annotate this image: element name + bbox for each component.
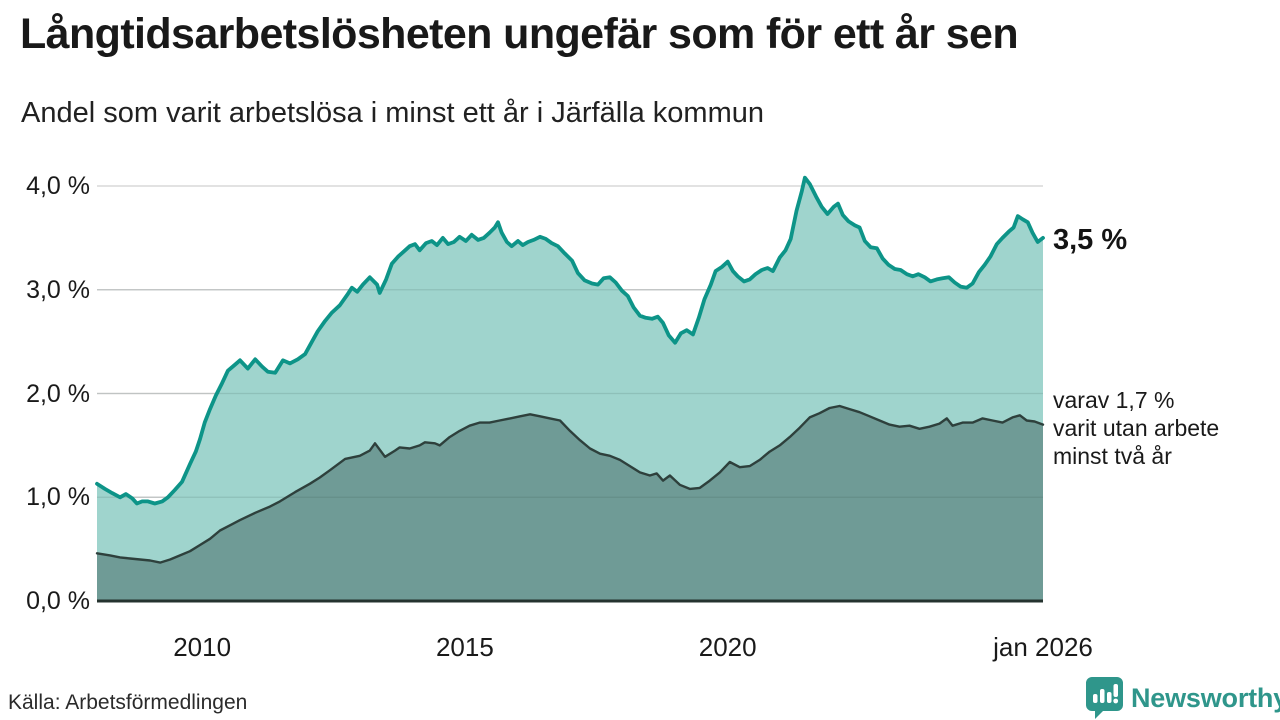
source-attribution: Källa: Arbetsförmedlingen	[8, 691, 248, 714]
logo-wordmark: Newsworthy	[1131, 682, 1280, 713]
secondary-value-line-1: varav 1,7 %	[1053, 387, 1175, 413]
y-axis-tick-0: 0,0 %	[26, 587, 90, 615]
y-axis-tick-3: 3,0 %	[26, 275, 90, 304]
secondary-value-label: varav 1,7 % varit utan arbete minst två …	[1053, 386, 1219, 470]
page-title: Långtidsarbetslösheten ungefär som för e…	[20, 10, 1019, 58]
x-axis-tick-jan-2026: jan 2026	[993, 632, 1093, 662]
latest-value-label: 3,5 %	[1053, 224, 1128, 256]
page-subtitle: Andel som varit arbetslösa i minst ett å…	[21, 97, 764, 129]
bar-chart-pin-icon	[1086, 677, 1123, 719]
secondary-value-line-2: varit utan arbete	[1053, 415, 1220, 441]
y-axis-tick-2: 2,0 %	[26, 379, 90, 408]
newsworthy-logo: Newsworthy	[1085, 676, 1280, 720]
x-axis-tick-2010: 2010	[173, 632, 232, 662]
y-axis-tick-1: 1,0 %	[26, 483, 90, 512]
x-axis-tick-2015: 2015	[435, 632, 494, 662]
x-axis-tick-2020: 2020	[698, 632, 757, 662]
secondary-value-line-3: minst två år	[1053, 443, 1172, 469]
y-axis-tick-4: 4,0 %	[26, 172, 90, 200]
